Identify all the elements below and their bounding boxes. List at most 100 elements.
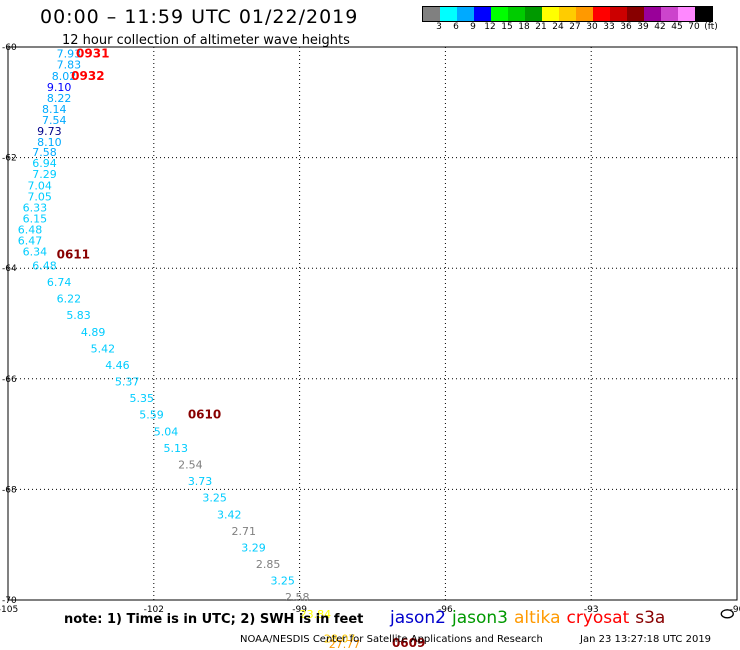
- colorbar-label: 39: [637, 22, 649, 32]
- pass-time-label: 0932: [71, 69, 104, 83]
- generation-timestamp: Jan 23 13:27:18 UTC 2019: [580, 634, 712, 645]
- satellite-legend-item: jason3: [452, 608, 508, 628]
- wave-height-label: 6.33: [23, 201, 48, 214]
- wave-height-label: 3.25: [202, 492, 227, 505]
- colorbar-swatch: [559, 7, 576, 21]
- colorbar-swatch: [661, 7, 678, 21]
- wave-height-label: 6.94: [32, 157, 57, 170]
- wave-height-label: 2.54: [178, 459, 203, 472]
- wave-height-label: 8.10: [37, 136, 62, 149]
- wave-height-label: 3.42: [217, 508, 242, 521]
- colorbar-swatch: [542, 7, 559, 21]
- colorbar-swatch: [423, 7, 440, 21]
- wave-height-label: 7.54: [42, 114, 67, 127]
- longitude-tick-label: -93: [584, 605, 599, 615]
- colorbar-label: 45: [671, 22, 683, 32]
- wave-height-label: 4.46: [105, 359, 130, 372]
- latitude-tick-label: -68: [2, 485, 17, 495]
- wave-height-colorbar: [422, 6, 713, 22]
- longitude-tick-label: -96: [438, 605, 453, 615]
- colorbar-swatch: [525, 7, 542, 21]
- satellite-legend-item: cryosat: [566, 608, 630, 628]
- longitude-tick-label: -90: [730, 605, 740, 615]
- wave-height-label: 6.22: [57, 293, 82, 306]
- colorbar-label: 18: [518, 22, 530, 32]
- colorbar-label: 12: [484, 22, 496, 32]
- satellite-legend: jason2 jason3 altika cryosat s3a: [390, 608, 671, 628]
- latitude-tick-label: -62: [2, 154, 17, 164]
- wave-height-label: 9.10: [47, 81, 72, 94]
- wave-height-label: 7.29: [32, 168, 57, 181]
- latitude-tick-label: -66: [2, 375, 17, 385]
- wave-height-label: 6.74: [47, 276, 72, 289]
- pass-time-label: 0931: [76, 47, 109, 61]
- wave-height-label: 5.04: [154, 425, 179, 438]
- wave-height-label: 9.73: [37, 125, 62, 138]
- pass-time-label: 0609: [392, 636, 425, 650]
- colorbar-label: 70: [688, 22, 700, 32]
- colorbar-label: 27: [569, 22, 581, 32]
- colorbar-label: 6: [453, 22, 459, 32]
- map-subtitle: 12 hour collection of altimeter wave hei…: [62, 33, 350, 48]
- colorbar-label: 36: [620, 22, 632, 32]
- colorbar-swatch: [678, 7, 695, 21]
- wave-height-label: 8.22: [47, 92, 72, 105]
- colorbar-swatch: [491, 7, 508, 21]
- longitude-tick-label: -105: [0, 605, 18, 615]
- wave-height-label: 5.37: [115, 376, 140, 389]
- colorbar-label: 30: [586, 22, 598, 32]
- colorbar-label: 15: [501, 22, 513, 32]
- colorbar-label: 33: [603, 22, 615, 32]
- colorbar-labels: 3 6 9 12 15 18 21 24 27 30 33 36 39 42 45 70 (ft): [422, 22, 740, 34]
- credit-text: NOAA/NESDIS Center for Satellite Applica…: [240, 634, 543, 645]
- wave-height-label: 8.14: [42, 103, 67, 116]
- wave-height-label: 6.47: [18, 235, 43, 248]
- wave-height-label: 27.77: [329, 638, 361, 650]
- wave-height-label: 2.85: [256, 558, 280, 571]
- colorbar-swatch: [457, 7, 474, 21]
- island-outline: [720, 609, 734, 619]
- wave-height-label: 2.71: [232, 525, 257, 538]
- colorbar-swatch: [508, 7, 525, 21]
- wave-height-label: 7.93: [57, 48, 82, 61]
- latitude-tick-label: -60: [2, 43, 17, 53]
- wave-height-label: 3.73: [188, 475, 213, 488]
- wave-height-label: 6.48: [18, 223, 43, 236]
- wave-height-label: 5.13: [164, 442, 189, 455]
- wave-height-label: 6.15: [23, 212, 48, 225]
- wave-height-label: 2.58: [285, 591, 310, 604]
- map-title: 00:00 – 11:59 UTC 01/22/2019: [40, 6, 359, 28]
- colorbar-swatch: [695, 7, 712, 21]
- wave-height-label: 6.34: [23, 246, 48, 259]
- colorbar-swatch: [474, 7, 491, 21]
- wave-height-label: 5.59: [139, 409, 164, 422]
- wave-height-label: 4.89: [81, 326, 106, 339]
- latitude-tick-label: -70: [2, 596, 17, 606]
- wave-height-label: 7.83: [57, 59, 82, 72]
- colorbar-swatch: [593, 7, 610, 21]
- longitude-tick-label: -102: [144, 605, 164, 615]
- colorbar-label: 3: [436, 22, 442, 32]
- colorbar-label: (ft): [704, 22, 718, 32]
- wave-height-label: 7.58: [32, 146, 57, 159]
- wave-height-label: 5.42: [91, 342, 116, 355]
- map-frame: [7, 46, 738, 601]
- satellite-legend-item: altika: [514, 608, 561, 628]
- wave-height-label: 8.02: [52, 70, 77, 83]
- colorbar-label: 9: [470, 22, 476, 32]
- wave-height-label: 5.35: [130, 392, 155, 405]
- colorbar-swatch: [440, 7, 457, 21]
- footer-note: note: 1) Time is in UTC; 2) SWH is in fe…: [64, 612, 364, 627]
- satellite-legend-item: jason2: [390, 608, 446, 628]
- latitude-tick-label: -64: [2, 264, 17, 274]
- colorbar-label: 24: [552, 22, 564, 32]
- colorbar-swatch: [644, 7, 661, 21]
- colorbar-swatch: [576, 7, 593, 21]
- wave-height-label: 3.25: [270, 575, 295, 588]
- wave-height-label: 5.83: [66, 309, 91, 322]
- wave-height-label: 3.29: [241, 541, 266, 554]
- satellite-legend-item: s3a: [635, 608, 666, 628]
- wave-height-label: 7.04: [27, 179, 52, 192]
- colorbar-label: 21: [535, 22, 547, 32]
